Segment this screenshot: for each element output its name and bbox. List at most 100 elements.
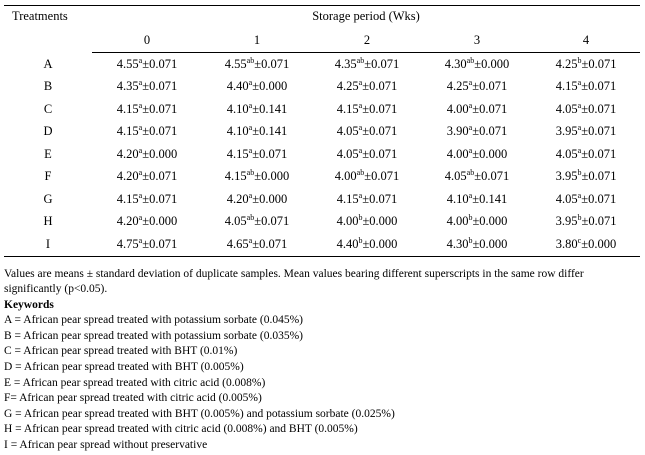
std-deviation: ±0.071: [254, 214, 290, 229]
keyword-item: E = African pear spread treated with cit…: [4, 376, 266, 389]
mean-value: 4.05: [555, 191, 578, 206]
table-row: E 4.20a±0.000 4.15a±0.071 4.05a±0.071 4.00a±…: [4, 143, 640, 166]
table-cell: 4.15a±0.071: [202, 143, 312, 166]
mean-value: 4.15: [555, 79, 578, 94]
table-row: D 4.15a±0.071 4.10a±0.141 4.05a±0.071 3.90a±…: [4, 121, 640, 144]
table-cell: 4.40a±0.000: [202, 76, 312, 99]
mean-value: 3.90: [446, 124, 469, 139]
table-cell: 4.15a±0.071: [92, 98, 202, 121]
table-cell: 4.05a±0.071: [532, 143, 640, 166]
mean-value: 3.95: [555, 124, 578, 139]
significance-superscript: a: [468, 145, 473, 155]
std-deviation: ±0.071: [581, 191, 617, 206]
std-deviation: ±0.071: [362, 146, 398, 161]
significance-superscript: a: [138, 100, 143, 110]
mean-value: 4.20: [226, 191, 249, 206]
std-deviation: ±0.071: [142, 236, 178, 251]
mean-value: 3.95: [555, 214, 578, 229]
significance-superscript: a: [138, 190, 143, 200]
mean-value: 4.35: [116, 79, 139, 94]
mean-value: 4.10: [446, 191, 469, 206]
std-deviation: ±0.071: [142, 101, 178, 116]
keyword-item: I = African pear spread without preserva…: [4, 439, 208, 452]
std-deviation: ±0.071: [142, 169, 178, 184]
std-deviation: ±0.000: [472, 214, 508, 229]
significance-superscript: a: [358, 123, 363, 133]
table-cell: 4.15a±0.071: [312, 98, 422, 121]
table-row: I 4.75a±0.071 4.65a±0.071 4.40b±0.000 4.30b±…: [4, 233, 641, 257]
std-deviation: ±0.071: [581, 79, 617, 94]
table-cell: 4.00a±0.071: [422, 98, 532, 121]
treatment-label: C: [43, 101, 53, 116]
treatment-label: I: [4, 233, 92, 257]
std-deviation: ±0.141: [252, 124, 288, 139]
table-cell: 4.25a±0.071: [422, 76, 532, 99]
table-cell: 4.00a±0.000: [422, 143, 532, 166]
std-deviation: ±0.071: [581, 169, 617, 184]
mean-value: 4.30: [444, 56, 467, 71]
table-cell: 3.80c±0.000: [532, 233, 641, 257]
table-cell: 4.15a±0.071: [312, 188, 422, 211]
std-deviation: ±0.000: [252, 79, 288, 94]
table-cell: 3.95a±0.071: [532, 121, 640, 144]
significance-superscript: ab: [246, 168, 255, 178]
significance-superscript: a: [358, 145, 363, 155]
mean-value: 4.05: [224, 214, 247, 229]
std-deviation: ±0.000: [362, 214, 398, 229]
significance-superscript: a: [358, 190, 363, 200]
table-cell: 4.20a±0.000: [92, 143, 202, 166]
mean-value: 4.05: [336, 124, 359, 139]
std-deviation: ±0.000: [472, 146, 508, 161]
std-deviation: ±0.071: [142, 79, 178, 94]
mean-value: 4.05: [555, 101, 578, 116]
mean-value: 4.15: [336, 191, 359, 206]
treatment-label: A: [43, 56, 53, 71]
storage-table: Treatments Storage period (Wks) 0 1 2 3 …: [4, 5, 641, 257]
table-row: C 4.15a±0.071 4.10a±0.141 4.15a±0.071 4.00a±…: [4, 98, 640, 121]
mean-value: 4.20: [116, 146, 139, 161]
significance-superscript: a: [248, 235, 253, 245]
table-cell: 4.10a±0.141: [422, 188, 532, 211]
treatment-label: G: [43, 191, 53, 206]
significance-superscript: a: [577, 123, 582, 133]
treatment-label: D: [43, 124, 53, 139]
mean-value: 4.05: [555, 146, 578, 161]
table-cell: 4.20a±0.000: [202, 188, 312, 211]
std-deviation: ±0.071: [362, 101, 398, 116]
mean-value: 4.40: [226, 79, 249, 94]
significance-superscript: b: [358, 235, 363, 245]
mean-value: 4.20: [116, 169, 139, 184]
mean-value: 4.35: [334, 56, 357, 71]
table-cell: 4.00ab±0.071: [312, 166, 422, 189]
std-deviation: ±0.071: [581, 124, 617, 139]
table-cell: 4.05ab±0.071: [422, 166, 532, 189]
table-cell: 4.15a±0.071: [92, 121, 202, 144]
mean-value: 4.25: [336, 79, 359, 94]
significance-superscript: a: [248, 145, 253, 155]
treatment-label: H: [43, 214, 53, 229]
significance-superscript: a: [577, 100, 582, 110]
table-cell: 4.30b±0.000: [422, 233, 532, 257]
significance-superscript: b: [577, 213, 582, 223]
mean-value: 4.15: [116, 101, 139, 116]
significance-superscript: a: [138, 168, 143, 178]
std-deviation: ±0.071: [472, 79, 508, 94]
mean-value: 4.30: [446, 236, 469, 251]
significance-superscript: a: [577, 78, 582, 88]
std-deviation: ±0.071: [472, 101, 508, 116]
std-deviation: ±0.071: [252, 146, 288, 161]
week-header: 2: [312, 33, 422, 53]
significance-superscript: a: [468, 100, 473, 110]
table-notes: Values are means ± standard deviation of…: [4, 267, 640, 454]
table-cell: 4.00b±0.000: [422, 211, 532, 234]
mean-value: 4.65: [226, 236, 249, 251]
table-cell: 4.25b±0.071: [532, 53, 640, 76]
significance-superscript: a: [468, 123, 473, 133]
std-deviation: ±0.071: [254, 56, 290, 71]
std-deviation: ±0.000: [362, 236, 398, 251]
keywords-title: Keywords: [4, 298, 54, 311]
table-cell: 4.35ab±0.071: [312, 53, 422, 76]
table-row: G 4.15a±0.071 4.20a±0.000 4.15a±0.071 4.10a±…: [4, 188, 640, 211]
mean-value: 4.00: [446, 101, 469, 116]
mean-value: 4.40: [336, 236, 359, 251]
